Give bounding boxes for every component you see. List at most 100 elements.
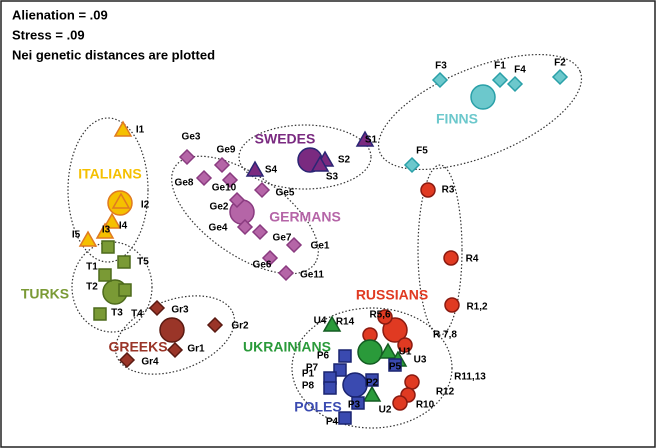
point xyxy=(213,156,231,174)
point-label: T5 xyxy=(137,257,149,268)
point-label: U3 xyxy=(414,355,427,366)
cluster-outline xyxy=(377,53,583,171)
point-label: R 7,8 xyxy=(433,330,457,341)
point xyxy=(404,374,420,390)
point-label: Ge3 xyxy=(182,132,201,143)
point-label: Ge4 xyxy=(209,223,228,234)
cluster-outline xyxy=(291,307,453,429)
cluster-outline xyxy=(171,155,319,275)
point xyxy=(118,351,136,369)
point xyxy=(206,316,224,334)
point xyxy=(261,249,279,267)
point xyxy=(431,71,449,89)
point xyxy=(95,222,115,239)
point-label: F1 xyxy=(494,61,506,72)
point-label: F3 xyxy=(435,61,447,72)
point-label: R1,2 xyxy=(466,302,488,313)
point xyxy=(111,192,131,209)
point-label: Ge5 xyxy=(276,188,295,199)
cluster-outline xyxy=(67,117,149,263)
point-label: U1 xyxy=(399,347,412,358)
group-label: ITALIANS xyxy=(78,166,142,182)
point xyxy=(365,373,379,387)
point-label: S3 xyxy=(326,172,339,183)
point xyxy=(148,299,166,317)
point xyxy=(338,411,352,425)
point-label: Ge8 xyxy=(175,178,194,189)
point xyxy=(551,68,569,86)
point xyxy=(378,342,398,359)
point xyxy=(277,264,295,282)
point xyxy=(118,283,132,297)
point-label: R14 xyxy=(336,317,355,328)
point-label: R11,13 xyxy=(454,372,486,383)
point xyxy=(403,156,421,174)
point xyxy=(195,169,213,187)
group-centroid xyxy=(159,317,185,343)
point-label: P6 xyxy=(317,351,330,362)
point-label: P2 xyxy=(366,378,379,389)
cluster-outline xyxy=(417,164,463,336)
point-label: P4 xyxy=(326,417,339,428)
point-label: F4 xyxy=(514,65,526,76)
point-label: Ge2 xyxy=(210,202,229,213)
note: Stress = .09 xyxy=(12,27,85,42)
point-label: I4 xyxy=(119,221,128,232)
group-centroid xyxy=(470,84,496,110)
point-label: Ge6 xyxy=(253,260,272,271)
point xyxy=(338,349,352,363)
point xyxy=(93,307,107,321)
point xyxy=(310,155,330,172)
point-label: T4 xyxy=(131,309,143,320)
point xyxy=(178,148,196,166)
point-label: R10 xyxy=(416,400,435,411)
point-label: F5 xyxy=(416,146,428,157)
point-label: P8 xyxy=(302,381,315,392)
group-label: GERMANS xyxy=(269,209,341,225)
point-label: Ge10 xyxy=(212,183,237,194)
group-label: UKRAINIANS xyxy=(243,339,331,355)
note: Alienation = .09 xyxy=(12,7,108,22)
point xyxy=(245,160,265,177)
point-label: Ge1 xyxy=(311,241,330,252)
point-label: S2 xyxy=(338,155,351,166)
point-label: Gr4 xyxy=(141,357,159,368)
group-centroid xyxy=(357,339,383,365)
point xyxy=(351,396,365,410)
point-label: Ge11 xyxy=(300,270,324,281)
point-label: I3 xyxy=(102,225,111,236)
point xyxy=(388,358,402,372)
point-label: P1 xyxy=(302,369,315,380)
point-label: T2 xyxy=(86,282,98,293)
point xyxy=(491,71,509,89)
point xyxy=(397,337,413,353)
point xyxy=(333,363,347,377)
point-label: I2 xyxy=(141,200,150,211)
point xyxy=(101,240,115,254)
point-label: I5 xyxy=(72,230,81,241)
point-label: F2 xyxy=(554,58,566,69)
point xyxy=(323,381,337,395)
point xyxy=(377,309,393,325)
point-label: Gr3 xyxy=(171,305,189,316)
point xyxy=(251,223,269,241)
note: Nei genetic distances are plotted xyxy=(12,47,215,62)
point-label: U4 xyxy=(314,316,327,327)
point xyxy=(355,130,375,147)
point-label: R3 xyxy=(442,185,455,196)
group-label: GREEKS xyxy=(108,339,167,355)
point-label: R4 xyxy=(466,254,479,265)
point-label: Ge7 xyxy=(273,233,292,244)
point xyxy=(444,297,460,313)
group-label: POLES xyxy=(294,399,341,415)
point xyxy=(117,255,131,269)
point xyxy=(420,182,436,198)
point-label: T3 xyxy=(111,308,123,319)
point xyxy=(228,191,246,209)
point-label: S1 xyxy=(365,135,378,146)
group-label: TURKS xyxy=(21,286,69,302)
group-label: RUSSIANS xyxy=(356,287,428,303)
point-label: I1 xyxy=(136,125,145,136)
cluster-outline xyxy=(114,295,236,375)
